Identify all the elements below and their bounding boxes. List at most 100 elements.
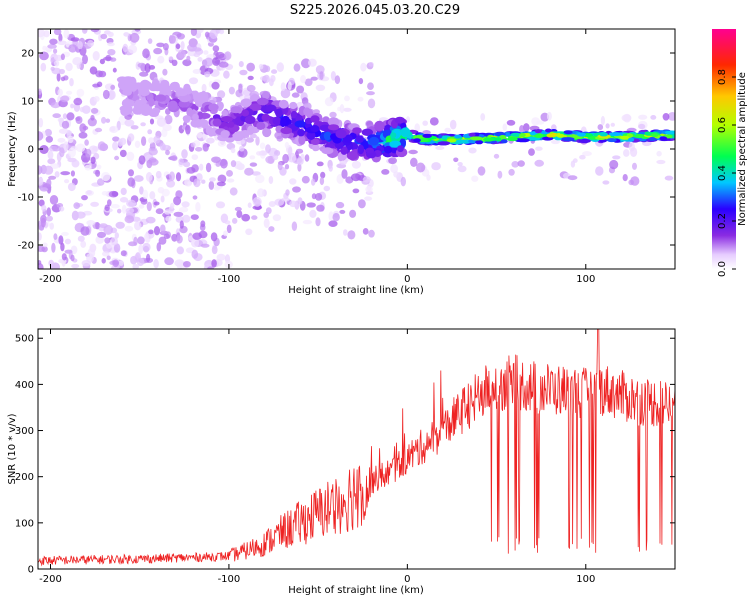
- spectrogram-cell: [226, 170, 233, 177]
- spectrogram-cell: [38, 117, 44, 128]
- spectrogram-cell: [457, 165, 467, 173]
- spectrogram-cell: [390, 132, 397, 139]
- spectrogram-cell: [320, 171, 326, 179]
- spectrogram-cell: [202, 143, 209, 152]
- spectrogram-cell: [208, 103, 219, 112]
- spectrogram-cell: [289, 200, 297, 208]
- spectrogram-cell: [182, 115, 191, 122]
- spectrogram-cell: [213, 186, 221, 191]
- spectrogram-cell: [201, 83, 207, 93]
- spectrogram-cell: [199, 163, 204, 171]
- spectrogram-cell: [252, 205, 263, 210]
- spectrogram-cell: [289, 101, 298, 110]
- spectrogram-cell: [211, 259, 217, 268]
- spectrogram-cell: [92, 146, 100, 151]
- spectrogram-cell: [153, 201, 160, 206]
- spectrogram-cell: [650, 133, 659, 138]
- spectrogram-cell: [124, 119, 135, 127]
- snr-panel: -200 -100 0 100 0 100 200 300 400 500 Height of …: [7, 328, 676, 596]
- spectrogram-cell: [169, 171, 175, 182]
- spectrogram-cell: [138, 244, 144, 255]
- spectrogram-cell: [268, 176, 274, 184]
- spectrogram-cell: [95, 169, 101, 177]
- spectrogram-cell: [328, 165, 333, 172]
- spectrogram-cell: [59, 147, 65, 158]
- spectrogram-cell: [129, 32, 140, 43]
- spectrogram-cell: [319, 71, 324, 80]
- spectrogram-cell: [38, 232, 42, 241]
- spectrogram-cell: [111, 191, 119, 197]
- spectrogram-cell: [195, 147, 203, 152]
- spectrogram-cell: [203, 50, 209, 55]
- spectrogram-cell: [303, 107, 311, 116]
- spectrogram-cell: [605, 123, 610, 129]
- spectrogram-cell: [157, 55, 165, 64]
- spectrogram-cell: [42, 242, 48, 248]
- spectrogram-cell: [368, 136, 380, 146]
- spectrogram-cell: [40, 217, 46, 228]
- spectrogram-cell: [227, 121, 235, 128]
- spectrogram-cell: [366, 91, 375, 96]
- spectrogram-cell: [347, 230, 356, 240]
- spectrogram-cell: [171, 233, 178, 242]
- spectrogram-cell: [125, 207, 135, 214]
- spectrogram-cell: [456, 139, 468, 144]
- spectrogram-cell: [90, 201, 99, 207]
- spectrogram-cell: [132, 263, 139, 269]
- spectrogram-cell: [650, 115, 657, 120]
- spectrogram-cell: [244, 115, 256, 125]
- spectrogram-cell: [600, 115, 606, 126]
- spectrogram-cell: [183, 161, 191, 168]
- spectrogram-cell: [628, 137, 635, 142]
- spectrogram-cell: [457, 162, 463, 167]
- spectrogram-cell: [161, 188, 170, 197]
- spectrogram-cell: [334, 75, 341, 85]
- spectrogram-cell: [621, 114, 632, 122]
- spectrogram-cell: [161, 128, 168, 138]
- spectrogram-cell: [352, 127, 362, 134]
- spectrogram-cell: [308, 58, 317, 67]
- spectrogram-cell: [223, 70, 230, 79]
- spectrogram-cell: [58, 33, 63, 43]
- spectrogram-cell: [218, 61, 229, 68]
- spectrogram-cell: [341, 169, 348, 179]
- y-tick-label: 0: [28, 565, 34, 576]
- spectrogram-cell: [160, 79, 170, 90]
- spectrogram-cell: [232, 132, 244, 139]
- spectrogram-cell: [216, 103, 224, 112]
- spectrogram-cell: [349, 209, 357, 218]
- spectrogram-cell: [216, 181, 226, 187]
- spectrogram-cell: [422, 133, 433, 138]
- spectrogram-cell: [52, 113, 61, 119]
- spectrogram-cell: [471, 175, 479, 182]
- spectrogram-cell: [300, 75, 307, 84]
- spectrogram-cell: [388, 157, 397, 165]
- spectrogram-cell: [394, 116, 405, 124]
- spectrogram-cell: [146, 253, 151, 263]
- spectrogram-cell: [343, 107, 352, 112]
- spectrogram-cell: [102, 89, 110, 100]
- spectrogram-cell: [168, 100, 178, 111]
- spectrogram-cell: [164, 257, 174, 266]
- colorbar: 0.0 0.2 0.4 0.6 0.8 Normalized spectral ampl…: [712, 29, 748, 277]
- spectrogram-cell: [599, 132, 608, 137]
- spectrogram-cell: [148, 137, 155, 144]
- spectrogram-cell: [291, 221, 298, 231]
- y-tick-label: 400: [15, 380, 34, 391]
- spectrogram-x-label: Height of straight line (km): [288, 285, 424, 296]
- spectrogram-cell: [168, 35, 176, 44]
- spectrogram-cell: [328, 211, 334, 222]
- spectrogram-cell: [49, 38, 58, 45]
- spectrogram-cell: [68, 147, 76, 158]
- spectrogram-cell: [69, 78, 74, 87]
- spectrogram-cell: [82, 125, 89, 131]
- spectrogram-cell: [292, 186, 301, 193]
- spectrogram-cell: [315, 193, 323, 201]
- spectrogram-cell: [60, 171, 71, 176]
- spectrogram-cell: [249, 133, 257, 139]
- spectrogram-cell: [54, 171, 60, 178]
- spectrogram-cell: [138, 204, 145, 209]
- spectrogram-cell: [181, 149, 188, 159]
- spectrogram-cell: [81, 260, 91, 267]
- spectrogram-cell: [212, 118, 222, 127]
